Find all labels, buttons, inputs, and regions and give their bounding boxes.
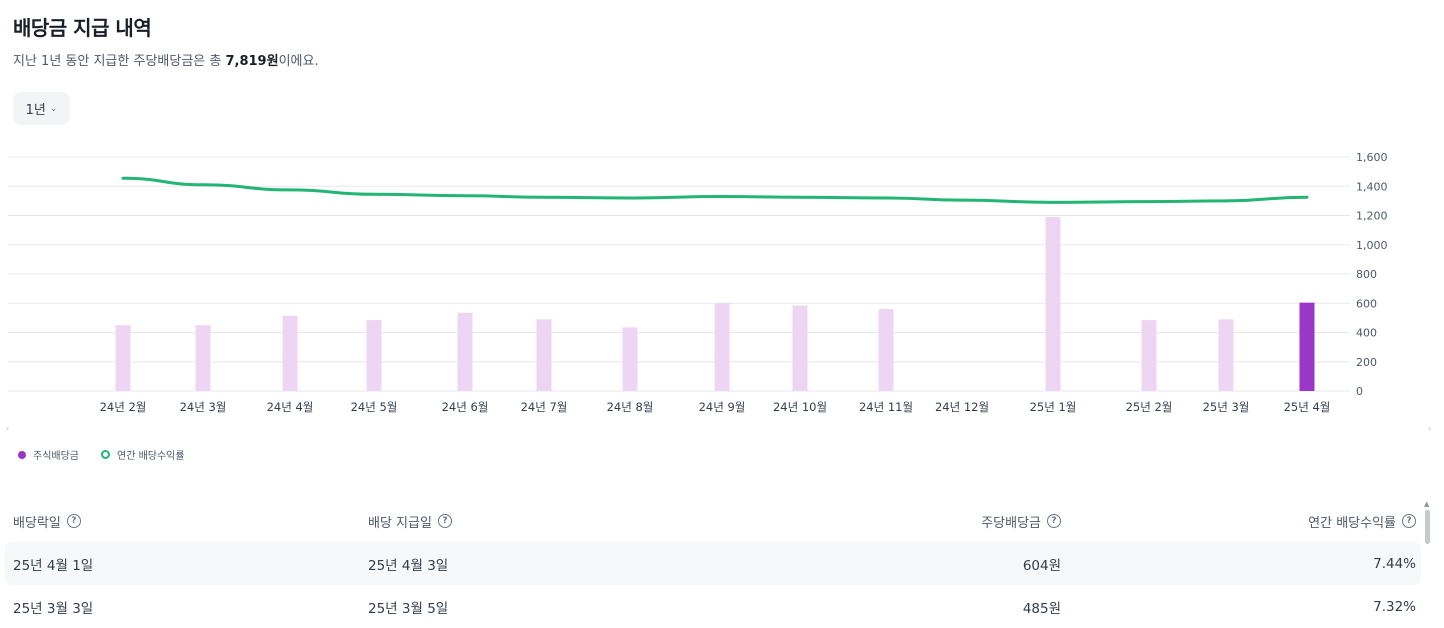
period-dropdown[interactable]: 1년 ⌄	[13, 92, 70, 125]
yield-line	[121, 176, 1309, 204]
yield-ring-icon	[101, 450, 110, 459]
x-tick-label: 25년 1월	[1030, 400, 1077, 414]
header-amount: 주당배당금?	[981, 500, 1061, 542]
dividend-bar[interactable]	[622, 327, 638, 391]
dividend-bar[interactable]	[1218, 319, 1234, 391]
header-ex-date: 배당락일?	[13, 500, 81, 542]
dividend-bar[interactable]	[878, 309, 894, 391]
y-tick-label: 1,600	[1356, 151, 1388, 164]
x-tick-label: 24년 4월	[267, 400, 314, 414]
dividend-bar[interactable]	[1045, 216, 1061, 391]
x-tick-label: 24년 8월	[607, 400, 654, 414]
chevron-right-icon[interactable]: ›	[1428, 424, 1432, 433]
dividend-table: 배당락일? 배당 지급일? 주당배당금? 연간 배당수익률? 25년 4월 1일…	[0, 500, 1424, 628]
x-tick-label: 24년 9월	[699, 400, 746, 414]
chart-legend: 주식배당금 연간 배당수익률	[18, 447, 185, 462]
x-tick-label: 24년 11월	[859, 400, 913, 414]
help-icon[interactable]: ?	[66, 514, 81, 528]
header-yield: 연간 배당수익률?	[1308, 500, 1416, 542]
dividend-chart: 0 200 400 600 800 1,000 1,200 1,400 1,600 24년 2월…	[8, 151, 1388, 414]
period-label: 1년	[25, 103, 46, 118]
x-tick-label: 24년 5월	[351, 400, 398, 414]
dividend-bar[interactable]	[536, 319, 552, 391]
yield-line-path	[121, 176, 1309, 204]
x-tick-label: 25년 4월	[1284, 400, 1331, 414]
scroll-up-icon[interactable]: ▲	[1424, 500, 1430, 508]
help-icon[interactable]: ?	[1402, 514, 1416, 528]
help-icon[interactable]: ?	[437, 514, 452, 528]
dividend-bar[interactable]	[1141, 320, 1157, 391]
dividend-bar[interactable]	[1299, 302, 1315, 391]
dividend-dot-icon	[18, 450, 26, 459]
x-tick-label: 24년 2월	[100, 400, 147, 414]
dividend-bar[interactable]	[195, 325, 211, 391]
y-tick-label: 200	[1356, 356, 1377, 369]
x-tick-label: 24년 6월	[442, 400, 489, 414]
total-dividend-amount: 7,819원	[225, 54, 279, 69]
table-header: 배당락일? 배당 지급일? 주당배당금? 연간 배당수익률?	[0, 500, 1424, 542]
legend-yield[interactable]: 연간 배당수익률	[101, 447, 185, 462]
y-axis: 0 200 400 600 800 1,000 1,200 1,400 1,600	[1356, 151, 1388, 398]
x-axis: 24년 2월 24년 3월 24년 4월 24년 5월 24년 6월 24년 7월 24년 …	[100, 400, 1331, 414]
y-tick-label: 600	[1356, 297, 1377, 310]
y-tick-label: 1,000	[1356, 239, 1388, 252]
x-tick-label: 24년 10월	[773, 400, 827, 414]
y-tick-label: 0	[1356, 385, 1363, 398]
chevron-left-icon[interactable]: ‹	[6, 424, 10, 433]
table-scrollbar[interactable]	[1425, 510, 1430, 544]
dividend-bar[interactable]	[115, 325, 131, 391]
chevron-down-icon: ⌄	[49, 103, 58, 114]
dividend-bar[interactable]	[792, 305, 808, 391]
x-tick-label: 25년 2월	[1126, 400, 1173, 414]
dividend-bar[interactable]	[714, 303, 730, 391]
x-tick-label: 24년 7월	[521, 400, 568, 414]
help-icon[interactable]: ?	[1047, 514, 1061, 528]
y-tick-label: 1,200	[1356, 210, 1388, 223]
dividend-summary: 지난 1년 동안 지급한 주당배당금은 총 7,819원이에요.	[13, 54, 319, 69]
x-tick-label: 24년 3월	[180, 400, 227, 414]
y-tick-label: 1,400	[1356, 180, 1388, 193]
dividend-bar[interactable]	[366, 320, 382, 391]
bars	[115, 216, 1315, 391]
y-tick-label: 400	[1356, 327, 1377, 340]
dividend-bar[interactable]	[282, 315, 298, 391]
x-tick-label: 24년 12월	[935, 400, 989, 414]
table-row[interactable]: 25년 4월 1일 25년 4월 3일 604원 7.44%	[5, 542, 1421, 585]
legend-dividend[interactable]: 주식배당금	[18, 447, 79, 462]
header-pay-date: 배당 지급일?	[368, 500, 452, 542]
x-tick-label: 25년 3월	[1203, 400, 1250, 414]
grid	[8, 156, 1350, 392]
table-row[interactable]: 25년 3월 3일 25년 3월 5일 485원 7.32%	[13, 598, 1416, 617]
page-title: 배당금 지급 내역	[13, 16, 152, 40]
dividend-bar[interactable]	[457, 312, 473, 391]
y-tick-label: 800	[1356, 268, 1377, 281]
